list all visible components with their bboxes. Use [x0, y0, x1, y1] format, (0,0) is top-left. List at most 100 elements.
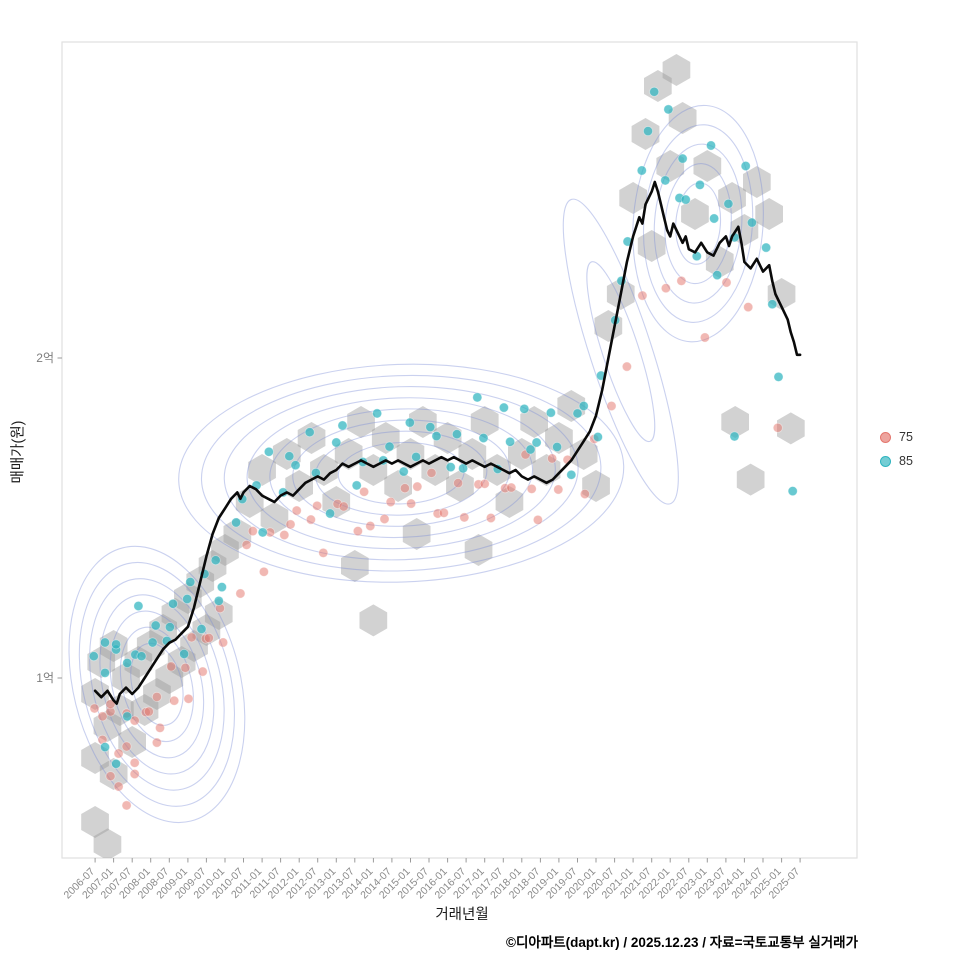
data-point-85 [566, 469, 577, 480]
data-point-75 [506, 482, 517, 493]
hexbin-cell [520, 406, 548, 438]
hexbin-cell [743, 166, 771, 198]
data-point-85 [210, 555, 221, 566]
data-point-75 [129, 769, 140, 780]
data-point-85 [136, 651, 147, 662]
data-point-75 [406, 498, 417, 509]
data-point-75 [305, 514, 316, 525]
data-point-85 [404, 417, 415, 428]
contour-ring [130, 642, 184, 726]
contour-ring [200, 374, 602, 572]
hexbin-cell [93, 828, 122, 858]
legend-label-85: 85 [899, 454, 913, 468]
contour-ring [223, 385, 579, 561]
data-point-75 [743, 302, 754, 313]
data-point-75 [235, 588, 246, 599]
data-point-85 [746, 217, 757, 228]
data-point-85 [111, 758, 122, 769]
y-tick-label: 1억 [36, 671, 54, 685]
data-point-85 [372, 408, 383, 419]
data-point-75 [105, 699, 116, 710]
data-point-85 [505, 436, 516, 447]
hexbin-cell [347, 406, 375, 438]
x-axis-title: 거래년월 [435, 907, 489, 923]
data-point-85 [552, 441, 563, 452]
data-point-75 [89, 703, 100, 714]
data-point-75 [291, 505, 302, 516]
data-point-85 [88, 651, 99, 662]
data-point-85 [478, 432, 489, 443]
data-point-85 [706, 140, 717, 151]
hexbin-cell [619, 182, 647, 214]
hexbin-cell [693, 150, 722, 182]
data-point-85 [284, 451, 295, 462]
legend-item-75: 75 [880, 430, 913, 444]
data-point-85 [337, 420, 348, 431]
data-point-85 [531, 437, 542, 448]
data-point-75 [526, 483, 537, 494]
data-point-85 [213, 595, 224, 606]
data-point-75 [241, 539, 252, 550]
data-point-75 [279, 530, 290, 541]
contour-ring [292, 419, 511, 527]
data-point-75 [338, 501, 349, 512]
data-point-75 [121, 741, 132, 752]
data-point-85 [257, 527, 268, 538]
data-point-85 [304, 427, 315, 438]
hexbin-cell [155, 662, 184, 694]
y-axis-title: 매매가(원) [10, 420, 27, 484]
data-point-75 [154, 722, 165, 733]
hexbin-cell [204, 598, 233, 630]
data-point-85 [445, 462, 456, 473]
data-point-75 [385, 496, 396, 507]
data-point-85 [578, 400, 589, 411]
data-point-75 [379, 514, 390, 525]
source-caption: ©디아파트(dapt.kr) / 2025.12.23 / 자료=국토교통부 실… [506, 935, 858, 950]
data-point-75 [399, 483, 410, 494]
contour-ring [632, 104, 764, 343]
data-point-75 [479, 478, 490, 489]
data-point-75 [218, 637, 229, 648]
data-point-85 [398, 466, 409, 477]
contour-ring [89, 578, 225, 791]
hexbin-cell [260, 502, 289, 534]
data-point-75 [606, 400, 617, 411]
data-point-75 [553, 484, 564, 495]
data-point-85 [472, 392, 483, 403]
hexbin-cell [495, 486, 524, 518]
contour-ring [68, 545, 246, 824]
data-point-85 [709, 213, 720, 224]
data-point-75 [105, 771, 116, 782]
hexbin-cell [545, 422, 573, 454]
data-point-85 [231, 517, 242, 528]
data-point-85 [740, 160, 751, 171]
data-point-85 [498, 402, 509, 413]
data-point-75 [772, 422, 783, 433]
legend-swatch-85-icon [880, 455, 891, 467]
hexbin-cell [384, 470, 412, 502]
hexbin-cell [668, 102, 697, 134]
data-point-75 [699, 332, 710, 343]
hexbin-cell [81, 806, 109, 838]
data-point-75 [453, 478, 464, 489]
data-point-85 [133, 601, 144, 612]
data-point-85 [179, 649, 190, 660]
data-point-85 [411, 451, 422, 462]
chart-legend: 75 85 [880, 430, 913, 468]
data-point-85 [761, 242, 772, 253]
hexbin-cell [656, 150, 685, 182]
data-point-85 [425, 422, 436, 433]
data-point-85 [111, 639, 122, 650]
data-point-85 [196, 624, 207, 635]
legend-label-75: 75 [899, 430, 913, 444]
data-point-85 [649, 86, 660, 97]
hexbin-cell [433, 422, 462, 454]
contour-ring [99, 594, 215, 775]
data-point-85 [331, 437, 342, 448]
data-point-85 [216, 582, 227, 593]
hexbin-cell [161, 598, 190, 630]
data-point-75 [547, 453, 558, 464]
data-point-85 [147, 637, 158, 648]
data-point-75 [438, 507, 449, 518]
